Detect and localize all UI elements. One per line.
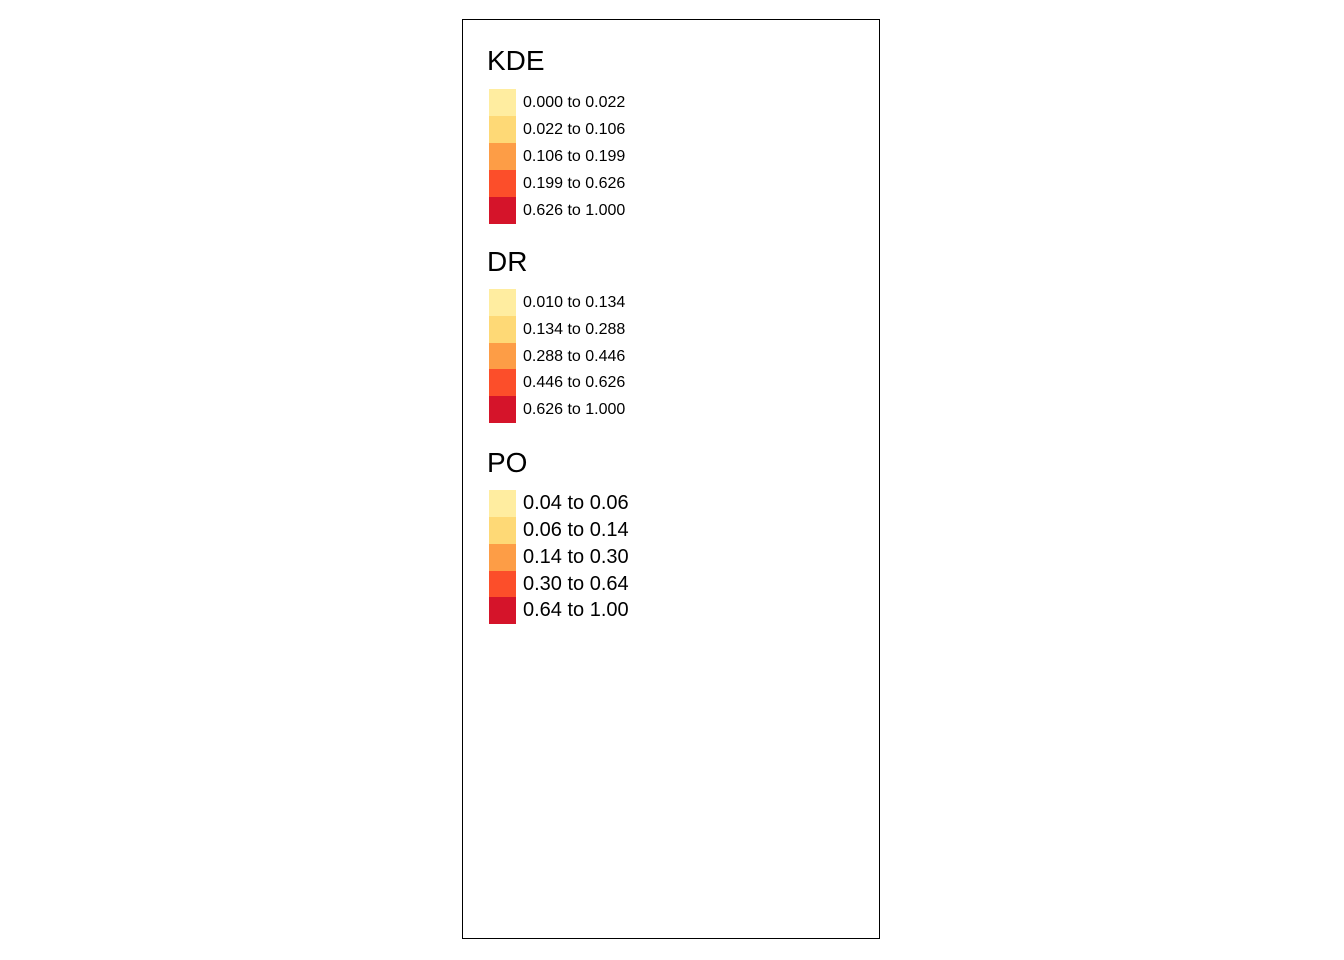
legend-swatch: [489, 170, 516, 197]
legend-label: 0.04 to 0.06: [523, 492, 629, 514]
legend-label: 0.30 to 0.64: [523, 573, 629, 595]
legend-label: 0.06 to 0.14: [523, 519, 629, 541]
legend-row: 0.30 to 0.64: [489, 571, 629, 598]
legend-swatch: [489, 116, 516, 143]
legend-swatch: [489, 544, 516, 571]
legend-label: 0.14 to 0.30: [523, 546, 629, 568]
legend-label: 0.010 to 0.134: [523, 293, 626, 311]
legend-swatch: [489, 343, 516, 370]
legend-row: 0.022 to 0.106: [489, 116, 625, 143]
legend-row: 0.626 to 1.000: [489, 197, 625, 224]
legend-row: 0.134 to 0.288: [489, 316, 625, 343]
legend-row: 0.010 to 0.134: [489, 289, 625, 316]
legend-label: 0.626 to 1.000: [523, 201, 626, 219]
legend-label: 0.106 to 0.199: [523, 147, 626, 165]
legend-label: 0.199 to 0.626: [523, 174, 626, 192]
legend-swatch: [489, 597, 516, 624]
legend-label: 0.134 to 0.288: [523, 320, 626, 338]
legend-label: 0.000 to 0.022: [523, 93, 626, 111]
legend-swatch: [489, 316, 516, 343]
legend-label: 0.626 to 1.000: [523, 400, 626, 418]
legend-swatch: [489, 571, 516, 598]
legend-title: PO: [487, 447, 528, 478]
legend-title: KDE: [487, 45, 545, 76]
legend-row: 0.106 to 0.199: [489, 143, 625, 170]
legend-swatch: [489, 143, 516, 170]
legend-title: DR: [487, 246, 528, 277]
legend-row: 0.199 to 0.626: [489, 170, 625, 197]
map-frame: [462, 19, 880, 939]
legend-row: 0.14 to 0.30: [489, 544, 629, 571]
legend-swatch: [489, 517, 516, 544]
legend-swatch: [489, 369, 516, 396]
legend-label: 0.64 to 1.00: [523, 599, 629, 621]
legend-swatch: [489, 396, 516, 423]
legend-row: 0.446 to 0.626: [489, 369, 625, 396]
legend-row: 0.64 to 1.00: [489, 597, 629, 624]
legend-label: 0.446 to 0.626: [523, 373, 626, 391]
legend-swatch: [489, 197, 516, 224]
legend-swatch: [489, 490, 516, 517]
legend-label: 0.288 to 0.446: [523, 347, 626, 365]
legend-swatch: [489, 89, 516, 116]
legend-row: 0.288 to 0.446: [489, 343, 625, 370]
legend-row: 0.626 to 1.000: [489, 396, 625, 423]
legend-label: 0.022 to 0.106: [523, 120, 626, 138]
legend-row: 0.000 to 0.022: [489, 89, 625, 116]
legend-row: 0.04 to 0.06: [489, 490, 629, 517]
legend-swatch: [489, 289, 516, 316]
legend-row: 0.06 to 0.14: [489, 517, 629, 544]
